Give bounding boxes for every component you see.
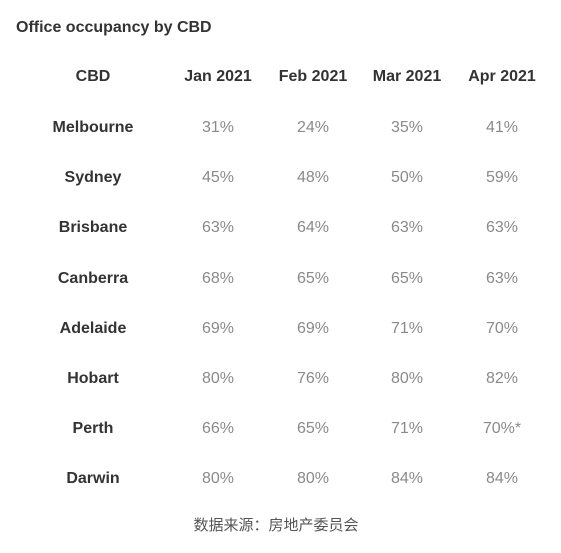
table-cell: 82% — [485, 370, 519, 387]
row-label: Perth — [72, 420, 114, 438]
table-cell: 63% — [485, 269, 519, 287]
row-label: Canberra — [57, 269, 129, 287]
table-cell: 80% — [201, 470, 235, 488]
source-note: 数据来源：房地产委员会 — [193, 516, 359, 534]
table-cell: 71% — [390, 319, 424, 337]
row-label: Brisbane — [58, 219, 128, 237]
column-header: Apr 2021 — [468, 68, 536, 85]
table-cell: 65% — [296, 269, 330, 287]
table-cell: 80% — [296, 470, 330, 488]
table-cell: 50% — [390, 169, 424, 187]
row-label: Sydney — [64, 169, 122, 187]
row-label: Hobart — [67, 370, 119, 387]
table-cell: 76% — [296, 370, 330, 387]
table-cell: 41% — [485, 119, 519, 136]
column-header: Feb 2021 — [278, 68, 348, 85]
table-cell: 70%* — [482, 420, 522, 438]
table-cell: 35% — [390, 119, 424, 136]
chart-title: Office occupancy by CBD — [16, 19, 212, 36]
column-header: Mar 2021 — [372, 68, 442, 85]
table-cell: 48% — [296, 169, 330, 187]
table-cell: 66% — [201, 420, 235, 438]
table-cell: 80% — [201, 370, 235, 387]
table-cell: 63% — [201, 219, 235, 237]
table-cell: 31% — [201, 119, 235, 136]
table-cell: 24% — [296, 119, 330, 136]
table-cell: 63% — [485, 219, 519, 237]
table-cell: 84% — [485, 470, 519, 488]
table-cell: 45% — [201, 169, 235, 187]
row-label: Adelaide — [59, 319, 127, 337]
column-header: Jan 2021 — [184, 68, 252, 85]
table-cell: 84% — [390, 470, 424, 488]
table-cell: 65% — [296, 420, 330, 438]
table-cell: 59% — [485, 169, 519, 187]
table-cell: 64% — [296, 219, 330, 237]
table-cell: 63% — [390, 219, 424, 237]
table-cell: 68% — [201, 269, 235, 287]
column-header: CBD — [75, 68, 111, 85]
table-cell: 69% — [201, 319, 235, 337]
table-cell: 69% — [296, 319, 330, 337]
table-cell: 70% — [485, 319, 519, 337]
table-cell: 65% — [390, 269, 424, 287]
row-label: Darwin — [66, 470, 120, 488]
table-cell: 80% — [390, 370, 424, 387]
table-cell: 71% — [390, 420, 424, 438]
row-label: Melbourne — [52, 119, 134, 136]
